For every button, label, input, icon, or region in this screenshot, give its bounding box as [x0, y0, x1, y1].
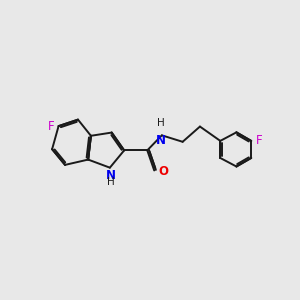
Text: F: F — [48, 120, 54, 133]
Text: H: H — [107, 177, 115, 188]
Text: H: H — [157, 118, 165, 128]
Text: N: N — [106, 169, 116, 182]
Text: F: F — [255, 134, 262, 147]
Text: N: N — [156, 134, 166, 147]
Text: O: O — [158, 165, 168, 178]
